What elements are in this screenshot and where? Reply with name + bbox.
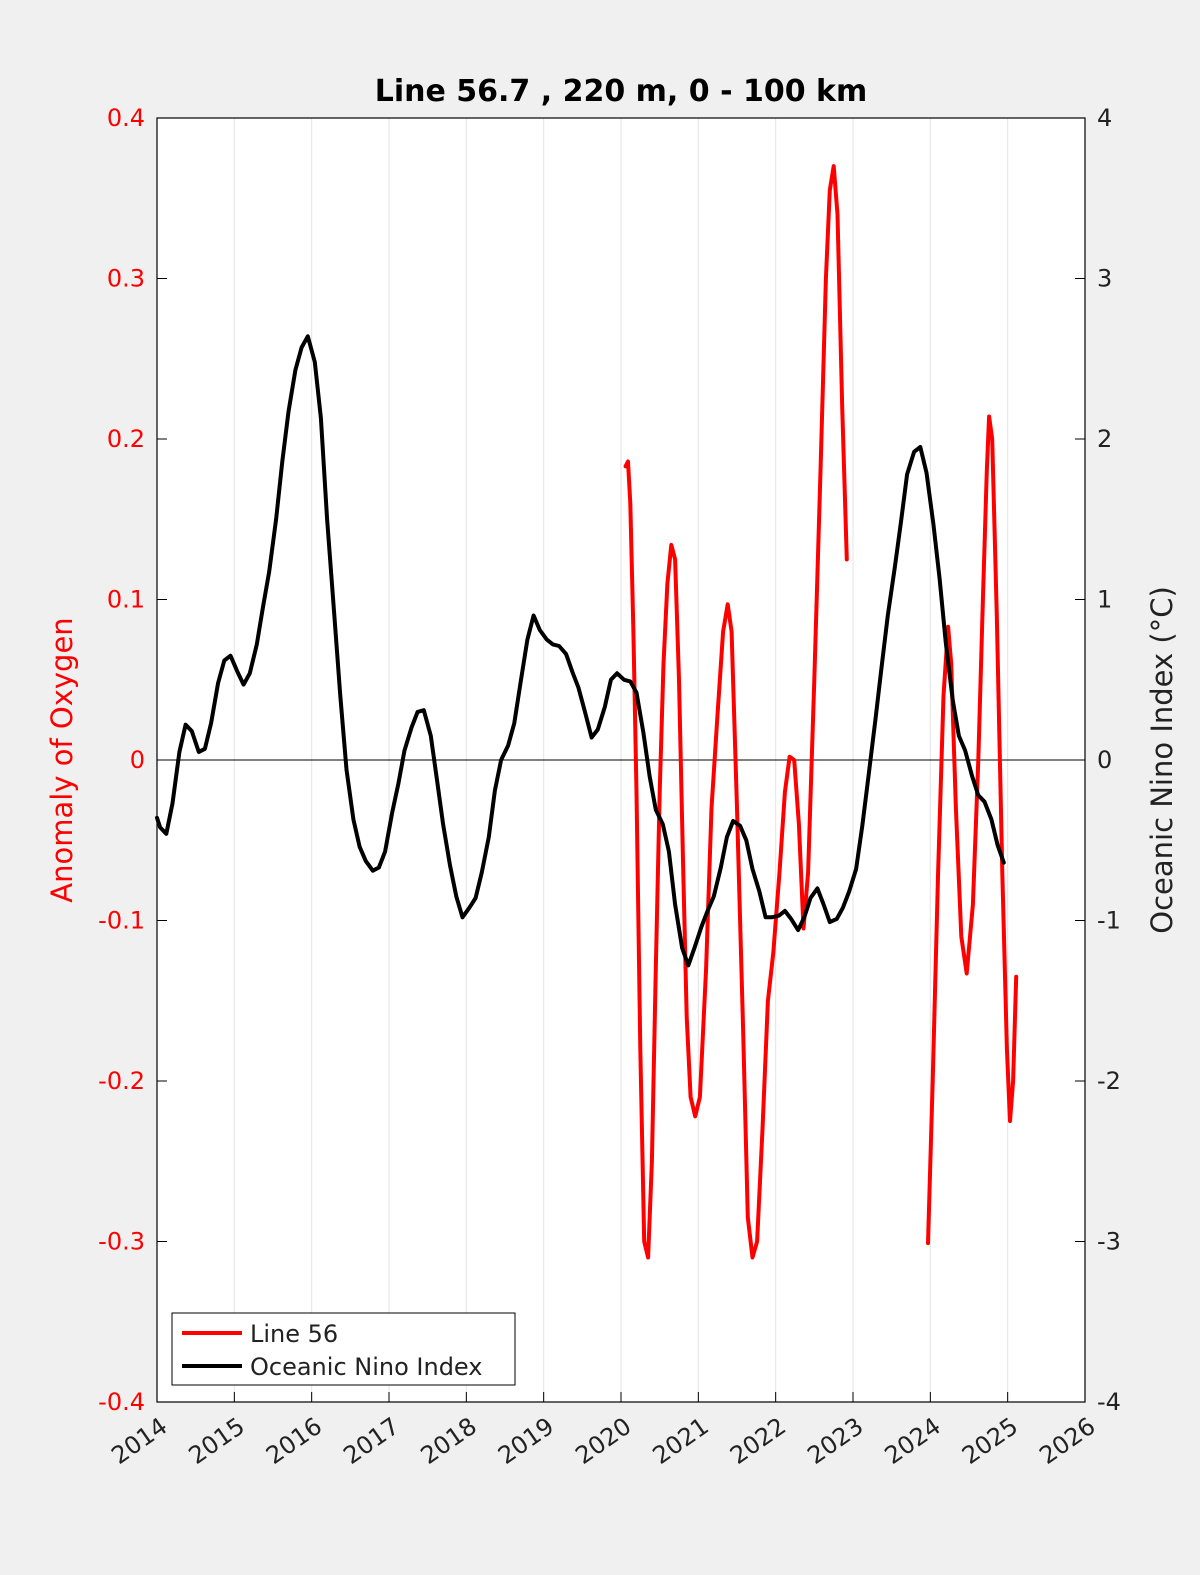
right-tick-label: 0 xyxy=(1097,746,1112,774)
legend-label-line-56: Line 56 xyxy=(250,1320,338,1348)
right-tick-label: -2 xyxy=(1097,1067,1121,1095)
left-tick-label: 0 xyxy=(130,746,145,774)
left-tick-label: 0.1 xyxy=(107,586,145,614)
series-layer xyxy=(155,164,1019,1260)
series-line-56-segment-1 xyxy=(926,414,1019,1246)
left-tick-label: -0.4 xyxy=(98,1388,145,1416)
left-tick-label: 0.3 xyxy=(107,265,145,293)
legend: Line 56 Oceanic Nino Index xyxy=(171,1312,516,1386)
right-tick-label: 1 xyxy=(1097,586,1112,614)
right-tick-label: -4 xyxy=(1097,1388,1121,1416)
left-tick-label: 0.4 xyxy=(107,104,145,132)
left-tick-label: -0.1 xyxy=(98,907,145,935)
right-tick-label: -1 xyxy=(1097,907,1121,935)
series-oceanic-nino-index-segment-0 xyxy=(155,334,1006,968)
left-axis-label: Anomaly of Oxygen xyxy=(45,617,79,902)
left-tick-label: 0.2 xyxy=(107,425,145,453)
right-tick-label: -3 xyxy=(1097,1228,1121,1256)
legend-box xyxy=(171,1312,516,1386)
right-axis-label: Oceanic Nino Index (°C) xyxy=(1145,586,1179,934)
series-line-56-segment-0 xyxy=(623,164,849,1260)
right-tick-label: 2 xyxy=(1097,425,1112,453)
left-y-axis: -0.4 -0.3 -0.2 -0.1 0 0.1 0.2 0.3 0.4 xyxy=(98,104,167,1416)
left-tick-label: -0.3 xyxy=(98,1228,145,1256)
legend-label-oceanic-nino-index: Oceanic Nino Index xyxy=(250,1353,482,1381)
chart-title: Line 56.7 , 220 m, 0 - 100 km xyxy=(375,74,868,109)
left-tick-label: -0.2 xyxy=(98,1067,145,1095)
right-tick-label: 4 xyxy=(1097,104,1112,132)
right-tick-label: 3 xyxy=(1097,265,1112,293)
right-y-axis: -4 -3 -2 -1 0 1 2 3 4 xyxy=(1075,104,1121,1416)
